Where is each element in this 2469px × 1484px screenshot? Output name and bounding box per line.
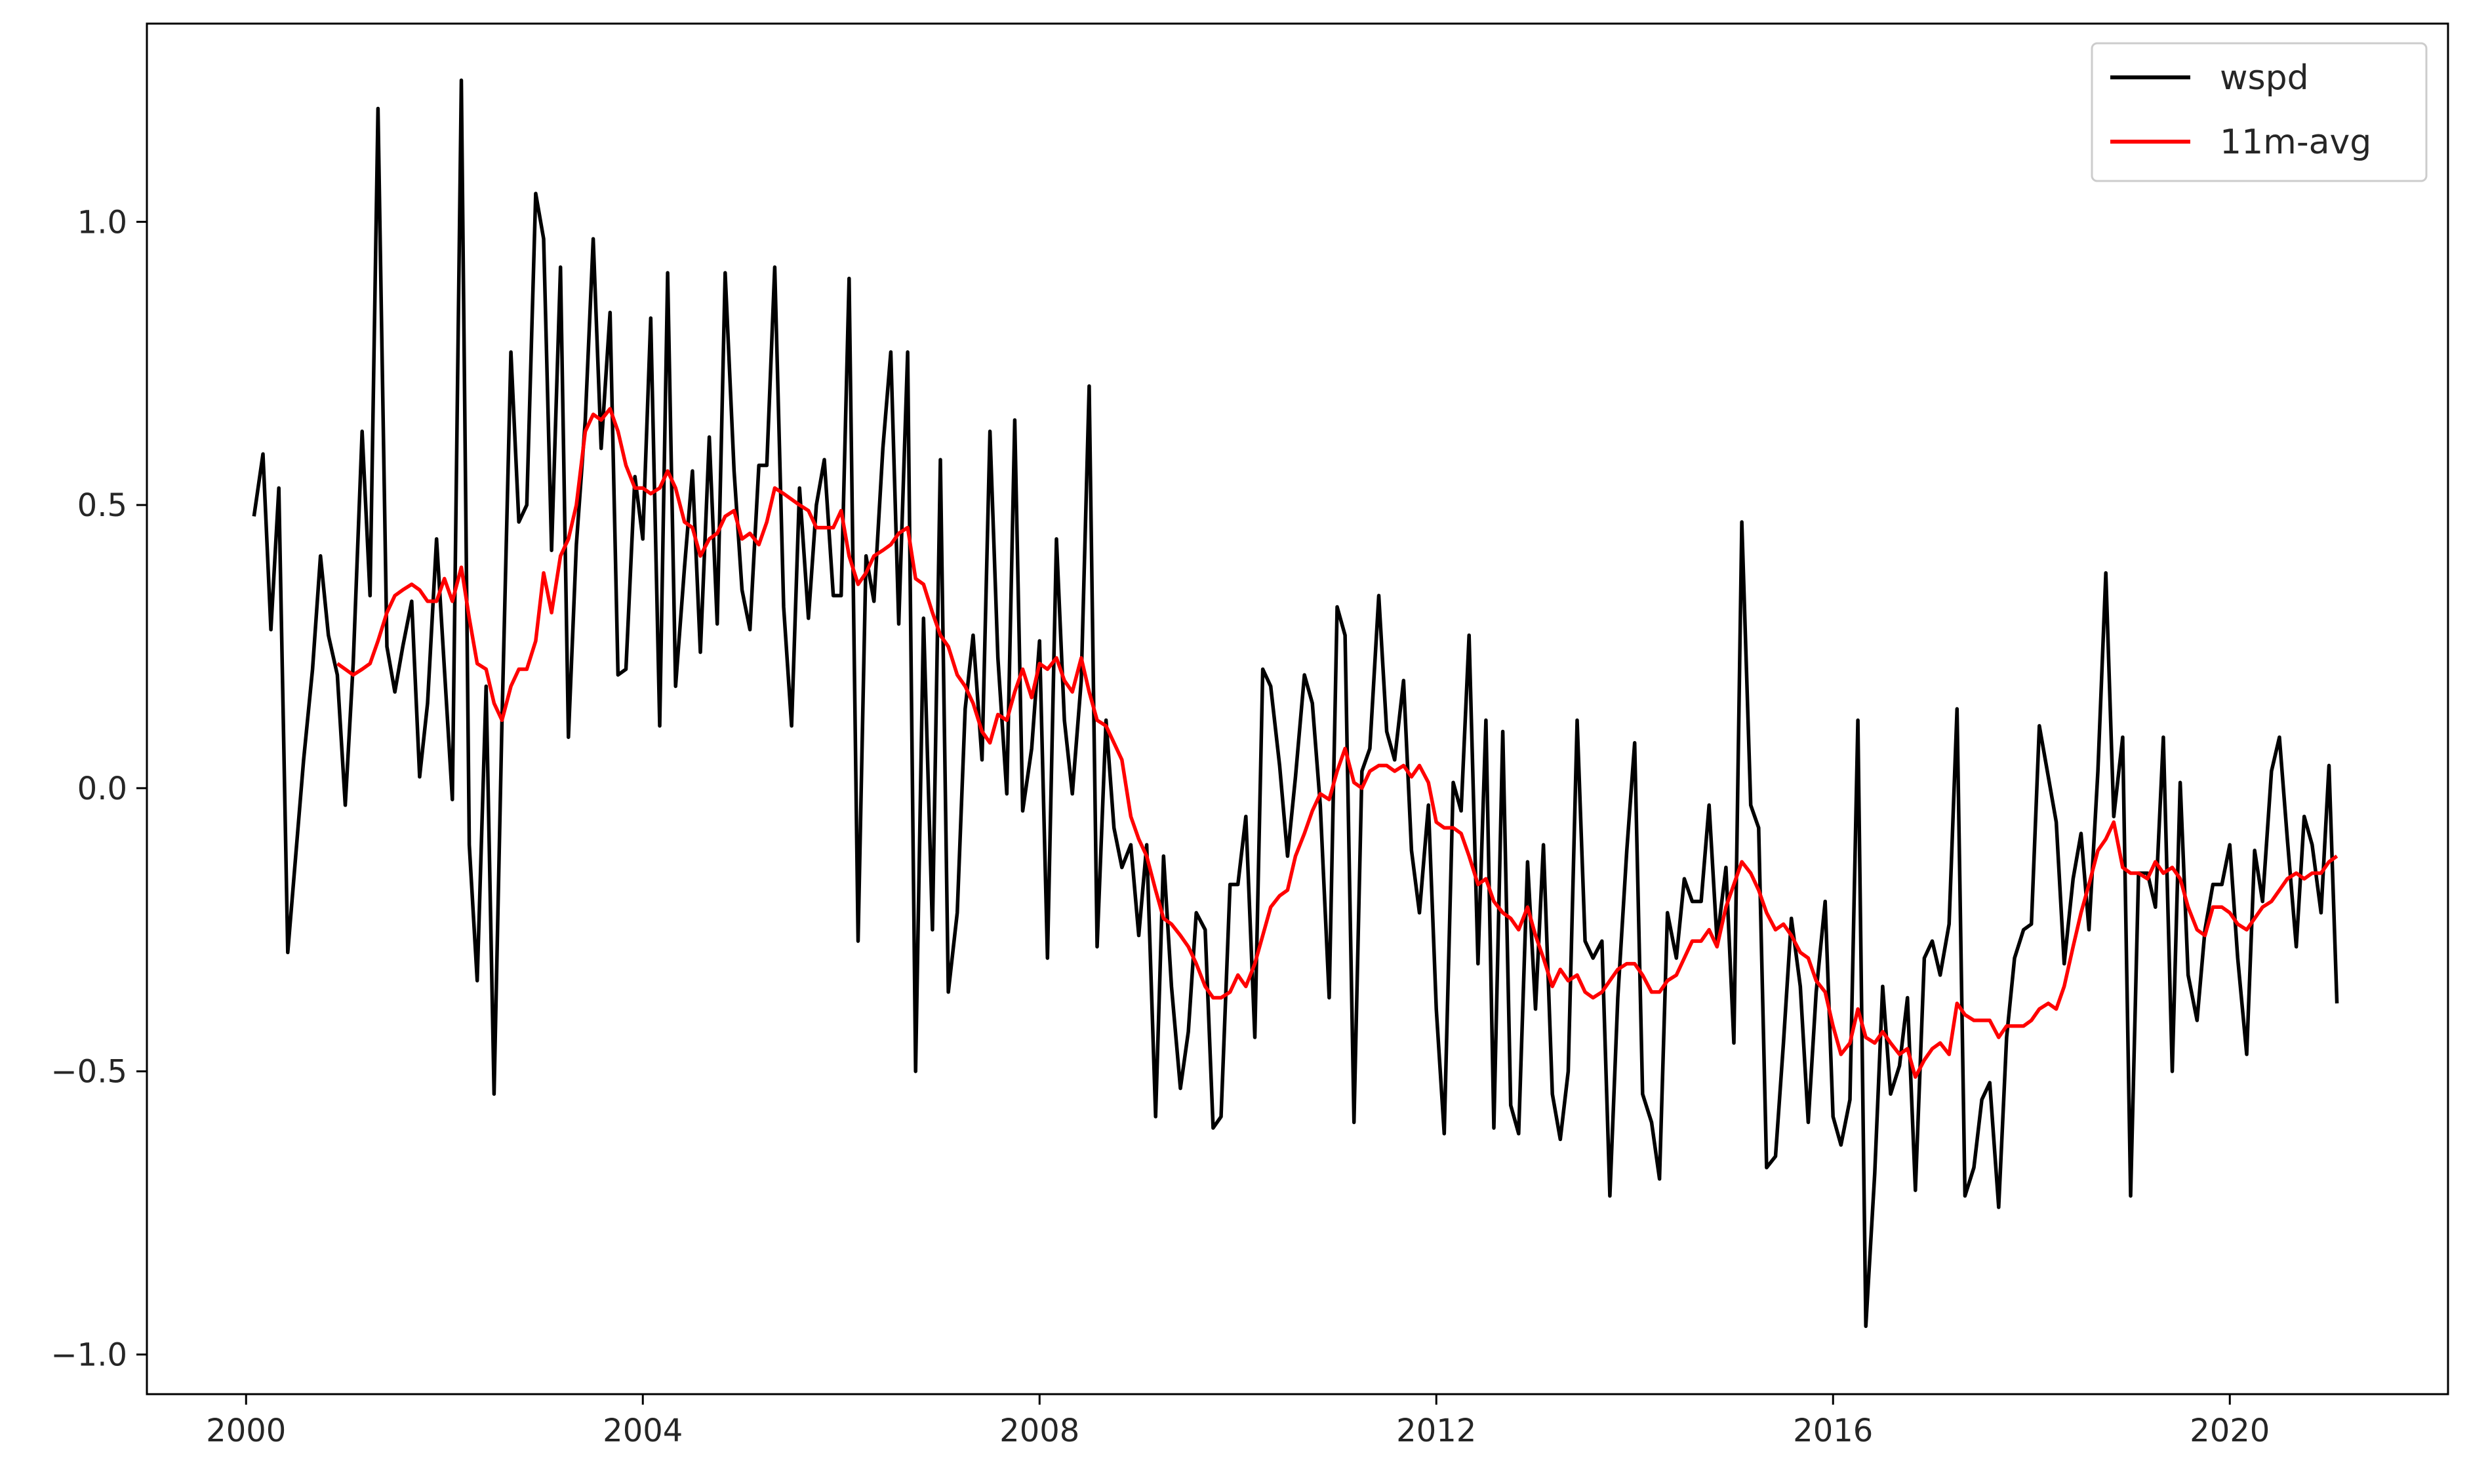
y-tick-label-1.0: 1.0 [77, 204, 127, 241]
x-axis: 2000 2004 2008 2012 2016 2020 [206, 1394, 2270, 1449]
legend-label-wspd: wspd [2220, 58, 2309, 98]
x-tick-label-2000: 2000 [206, 1413, 286, 1449]
x-tick-label-2020: 2020 [2190, 1413, 2270, 1449]
series-line-11m-avg [336, 407, 2339, 1079]
x-tick-label-2008: 2008 [999, 1413, 1079, 1449]
y-tick-label-0.0: 0.0 [77, 771, 127, 807]
y-tick-label-−0.5: −0.5 [50, 1054, 127, 1091]
series-layer [252, 78, 2339, 1329]
legend-label-11m-avg: 11m-avg [2220, 123, 2371, 162]
x-tick-label-2016: 2016 [1793, 1413, 1873, 1449]
x-tick-label-2012: 2012 [1396, 1413, 1476, 1449]
x-tick-label-2004: 2004 [603, 1413, 683, 1449]
y-tick-label-0.5: 0.5 [77, 487, 127, 524]
series-line-wspd [252, 78, 2339, 1329]
y-tick-label-−1.0: −1.0 [50, 1337, 127, 1374]
y-axis: −1.0 −0.5 0.0 0.5 1.0 [50, 204, 147, 1374]
plot-frame [146, 22, 2449, 1395]
plot-area [252, 78, 2339, 1329]
legend: wspd 11m-avg [2091, 42, 2428, 182]
